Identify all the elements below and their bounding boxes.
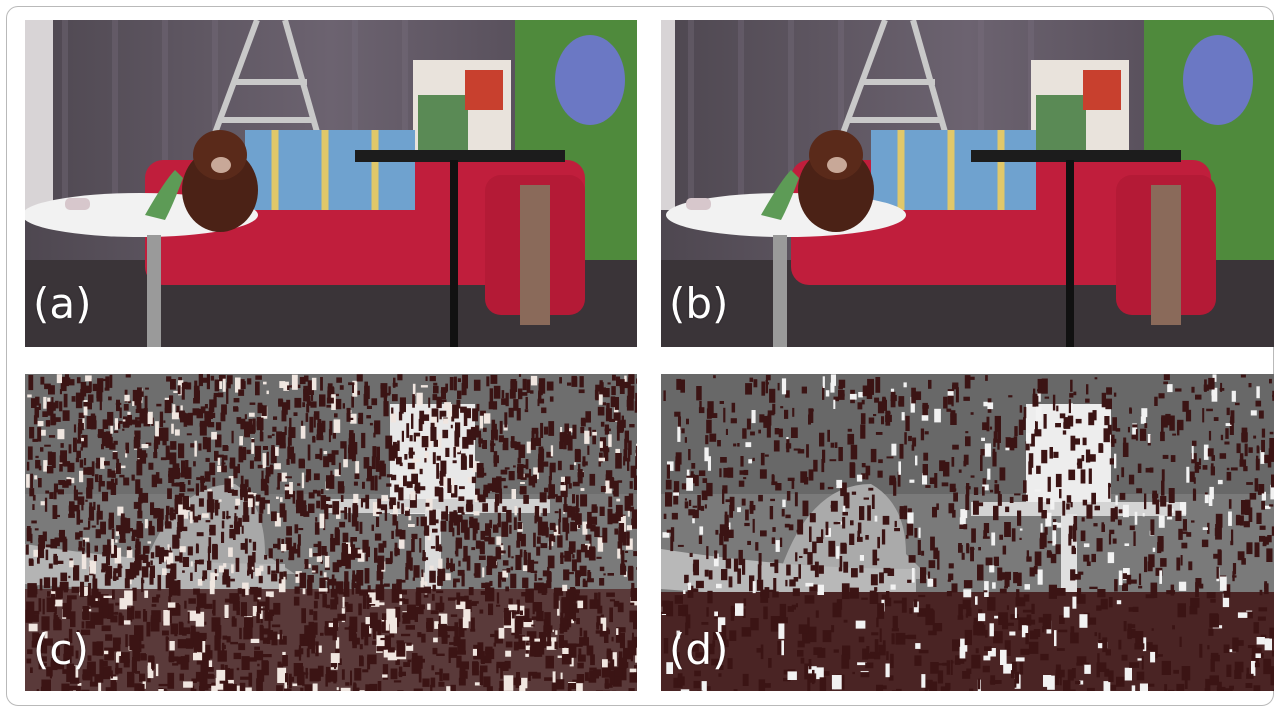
panel-d-disparity-map: (d): [661, 374, 1274, 691]
panel-label-b: (b): [669, 283, 728, 325]
panel-label-d: (d): [669, 629, 728, 671]
scene-photo-b: [661, 20, 1274, 347]
panel-a-left-photo: (a): [25, 20, 637, 347]
disparity-image-c: [25, 374, 637, 691]
panel-label-a: (a): [33, 283, 92, 325]
window-light: [25, 20, 53, 210]
disparity-image-d: [661, 374, 1274, 691]
blanket: [245, 130, 415, 210]
panel-label-c: (c): [33, 629, 89, 671]
hanging-strip: [520, 185, 550, 325]
panel-c-disparity-map: (c): [25, 374, 637, 691]
side-table: [355, 150, 565, 162]
scene-photo-a: [25, 20, 637, 347]
side-table: [971, 150, 1181, 162]
hanging-strip: [1151, 185, 1181, 325]
panel-b-right-photo: (b): [661, 20, 1274, 347]
